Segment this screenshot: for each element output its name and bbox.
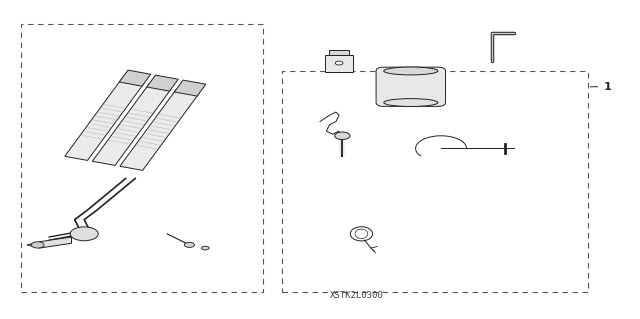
Polygon shape [92,84,172,165]
Circle shape [335,61,343,65]
Polygon shape [147,75,179,91]
Polygon shape [65,79,144,160]
Polygon shape [27,237,72,248]
Circle shape [31,242,44,248]
Circle shape [70,227,99,241]
FancyBboxPatch shape [376,67,445,106]
FancyBboxPatch shape [325,55,353,71]
Text: XSTK2L0300: XSTK2L0300 [330,291,383,300]
Circle shape [335,132,350,140]
Ellipse shape [384,99,438,107]
Circle shape [184,242,195,248]
Ellipse shape [384,67,438,75]
FancyBboxPatch shape [329,50,349,56]
Polygon shape [120,89,199,170]
Circle shape [202,246,209,250]
Text: 1: 1 [604,82,611,92]
Polygon shape [174,80,206,96]
Polygon shape [119,70,151,86]
